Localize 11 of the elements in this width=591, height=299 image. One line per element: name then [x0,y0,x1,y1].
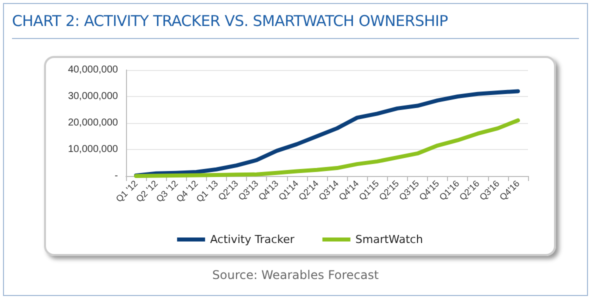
line-series [134,118,520,178]
line-series [134,89,520,178]
legend-label: Activity Tracker [210,233,295,246]
chart-title: CHART 2: ACTIVITY TRACKER VS. SMARTWATCH OWNERSHIP [12,12,448,30]
y-tick-label: 40,000,000 [68,64,118,76]
y-tick-label: 30,000,000 [68,91,118,102]
y-tick-label: 20,000,000 [68,118,118,128]
legend-label: SmartWatch [355,233,423,246]
y-tick-label: 10,000,000 [68,144,118,155]
source-note: Source: Wearables Forecast [211,268,380,282]
y-tick-label: - [114,170,118,182]
